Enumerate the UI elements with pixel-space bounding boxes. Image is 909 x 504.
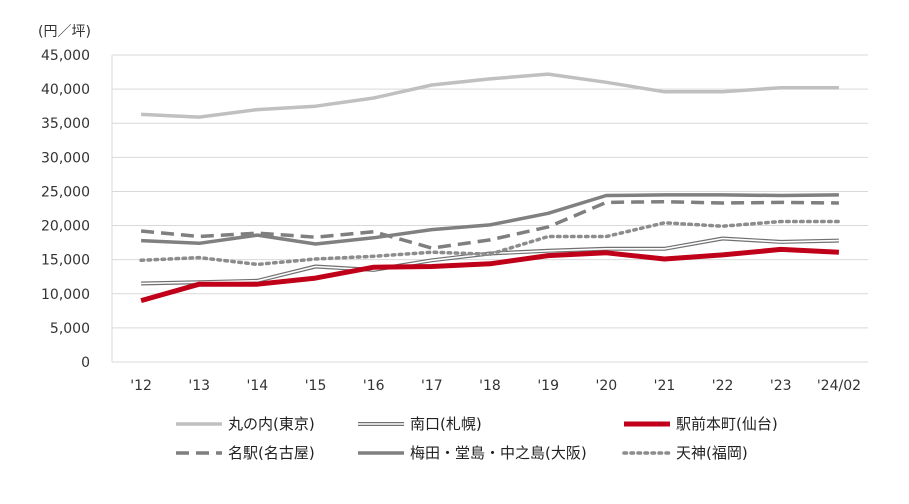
legend: 丸の内(東京) 南口(札幌) 駅前本町(仙台) 名駅(名古屋) 梅田・堂島・中之島(大阪… — [176, 415, 778, 462]
x-tick-label: '16 — [363, 378, 385, 394]
x-tick-label: '21 — [654, 378, 676, 394]
series-line-5 — [139, 219, 841, 267]
y-tick-label: 40,000 — [41, 82, 90, 98]
legend-label: 天神(福岡) — [676, 444, 748, 462]
series-line-1-inner — [141, 237, 839, 285]
series-lines — [139, 72, 841, 304]
legend-label: 梅田・堂島・中之島(大阪) — [410, 444, 587, 462]
x-tick-label: '14 — [247, 378, 269, 394]
y-tick-label: 10,000 — [41, 287, 90, 303]
y-tick-label: 5,000 — [50, 321, 90, 337]
legend-label: 南口(札幌) — [410, 415, 482, 433]
series-line-0 — [141, 72, 839, 119]
x-tick-label: '22 — [712, 378, 734, 394]
series-line-4-path — [141, 193, 839, 246]
legend-label: 駅前本町(仙台) — [676, 415, 778, 433]
series-line-3 — [140, 199, 839, 250]
series-line-1-outer — [141, 236, 839, 286]
gridlines — [111, 54, 868, 363]
series-line-3-path — [140, 199, 839, 250]
x-tick-label: '12 — [130, 378, 152, 394]
legend-label: 名駅(名古屋) — [228, 444, 315, 462]
y-axis: 0 5,000 10,000 15,000 20,000 25,000 30,000 35,0… — [41, 48, 90, 371]
x-tick-label: '15 — [305, 378, 327, 394]
y-tick-label: 20,000 — [41, 219, 90, 235]
y-tick-label: 25,000 — [41, 184, 90, 200]
x-tick-label: '24/02 — [817, 378, 861, 394]
x-tick-label: '17 — [421, 378, 443, 394]
series-line-4 — [141, 193, 839, 246]
y-tick-label: 45,000 — [41, 48, 90, 64]
x-tick-label: '18 — [479, 378, 501, 394]
y-tick-label: 35,000 — [41, 116, 90, 132]
series-line-5-path — [139, 219, 841, 267]
x-axis: '12 '13 '14 '15 '16 '17 '18 '19 '20 '21 '22 '23 '24/… — [130, 378, 861, 394]
series-line-0-path — [141, 72, 839, 119]
series-line-2-path — [140, 246, 840, 304]
x-tick-label: '20 — [595, 378, 617, 394]
x-tick-label: '13 — [188, 378, 210, 394]
x-tick-label: '23 — [770, 378, 792, 394]
series-line-2 — [140, 246, 840, 304]
y-tick-label: 15,000 — [41, 253, 90, 269]
y-unit-label: (円／坪) — [38, 24, 91, 40]
legend-label: 丸の内(東京) — [228, 415, 315, 433]
y-tick-label: 30,000 — [41, 150, 90, 166]
series-line-1 — [141, 236, 839, 286]
y-tick-label: 0 — [81, 355, 90, 371]
x-tick-label: '19 — [537, 378, 559, 394]
